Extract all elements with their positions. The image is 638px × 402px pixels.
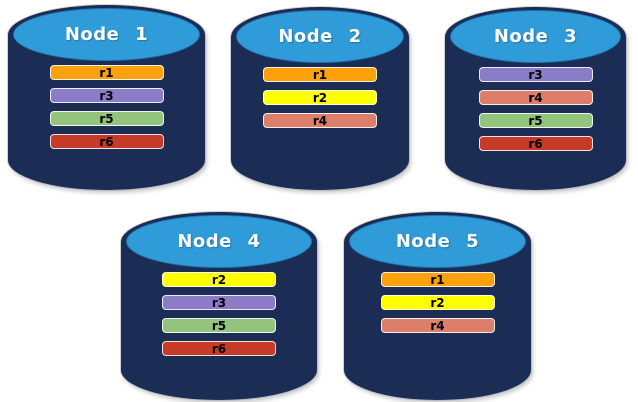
replica-label: r6	[528, 136, 543, 151]
replica-bar: r6	[162, 341, 276, 356]
cylinder-top-cap: Node 1	[13, 8, 200, 61]
node-title: Node 3	[493, 26, 578, 47]
replica-label: r3	[211, 295, 227, 310]
replica-label: r1	[312, 67, 328, 82]
cylinder-top-cap: Node 4	[126, 215, 312, 268]
replica-bar: r1	[49, 65, 164, 80]
replica-bar: r2	[380, 295, 495, 310]
node-title: Node 5	[395, 231, 480, 252]
cylinder-top-cap: Node 2	[236, 10, 404, 63]
replica-label: r4	[312, 113, 328, 128]
replica-label: r1	[430, 272, 445, 287]
node-title: Node 2	[278, 26, 362, 47]
replica-list: r1 r2 r4	[344, 272, 531, 333]
replica-bar: r4	[263, 113, 377, 128]
replica-bar: r4	[478, 90, 593, 105]
replica-label: r5	[211, 318, 227, 333]
replica-label: r4	[528, 90, 543, 105]
replica-bar: r4	[380, 318, 495, 333]
database-node: Node 3 r3 r4 r5 r6	[445, 7, 626, 190]
replica-list: r1 r3 r5 r6	[8, 65, 205, 149]
replica-label: r2	[312, 90, 328, 105]
replica-bar: r3	[478, 67, 593, 82]
replica-bar: r5	[49, 111, 164, 126]
replica-bar: r2	[263, 90, 377, 105]
replica-list: r1 r2 r4	[231, 67, 409, 128]
replica-bar: r6	[478, 136, 593, 151]
replica-label: r1	[99, 65, 114, 80]
database-node: Node 2 r1 r2 r4	[231, 7, 409, 190]
replica-label: r3	[99, 88, 114, 103]
replica-label: r5	[99, 111, 114, 126]
replica-bar: r2	[162, 272, 276, 287]
replica-bar: r3	[49, 88, 164, 103]
database-node: Node 1 r1 r3 r5 r6	[8, 5, 205, 190]
node-title: Node 4	[177, 231, 261, 252]
database-node: Node 5 r1 r2 r4	[344, 212, 531, 400]
replica-bar: r3	[162, 295, 276, 310]
cylinder-top-cap: Node 5	[349, 215, 526, 268]
replica-list: r3 r4 r5 r6	[445, 67, 626, 151]
replica-bar: r1	[263, 67, 377, 82]
replica-label: r6	[99, 134, 114, 149]
replica-bar: r6	[49, 134, 164, 149]
replica-list: r2 r3 r5 r6	[121, 272, 317, 356]
replica-label: r2	[430, 295, 445, 310]
cylinder-top-cap: Node 3	[450, 10, 621, 63]
replica-label: r4	[430, 318, 445, 333]
replica-label: r6	[211, 341, 227, 356]
replica-label: r3	[528, 67, 543, 82]
replica-bar: r5	[162, 318, 276, 333]
replica-label: r5	[528, 113, 543, 128]
replica-label: r2	[211, 272, 227, 287]
database-node: Node 4 r2 r3 r5 r6	[121, 212, 317, 400]
replica-bar: r1	[380, 272, 495, 287]
node-title: Node 1	[64, 24, 149, 45]
replica-bar: r5	[478, 113, 593, 128]
